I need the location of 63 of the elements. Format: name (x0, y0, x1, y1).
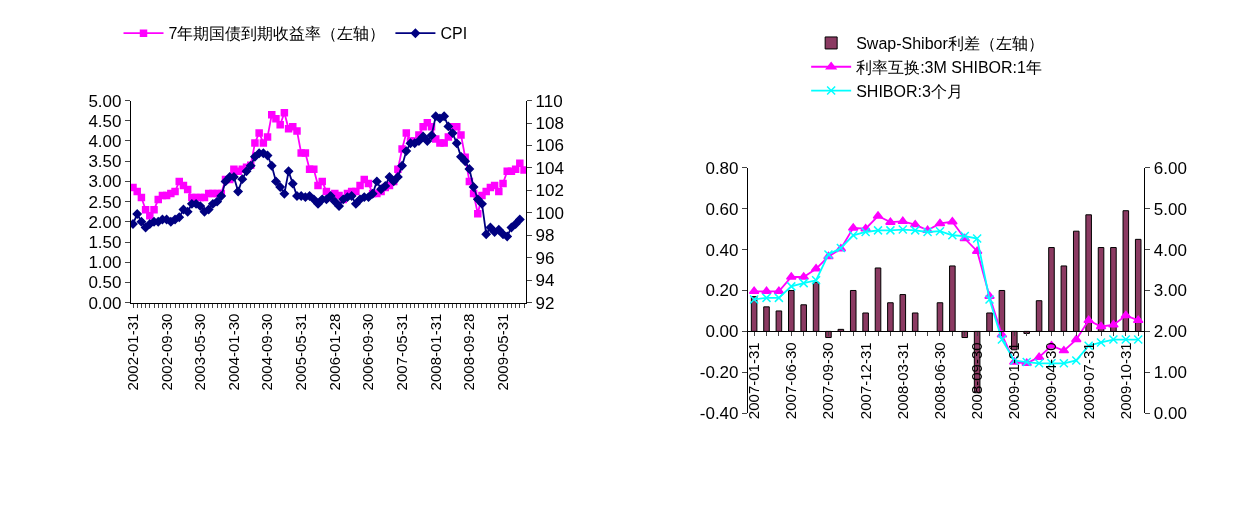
x-tick-label: 2007-09-30 (819, 342, 837, 420)
legend-label: SHIBOR:3个月 (856, 82, 963, 100)
y-tick-label: 3.00 (88, 172, 122, 192)
y-tick-label: 0.60 (705, 199, 739, 219)
y2-tick-label: 102 (535, 181, 564, 201)
x-tick-label: 2007-12-31 (856, 342, 874, 420)
x-tick-label: 2004-09-30 (258, 313, 276, 391)
x-tick-label: 2007-01-31 (745, 342, 762, 420)
x-tick-label: 2006-01-28 (325, 313, 343, 391)
x-tick-label: 2007-05-31 (392, 313, 410, 391)
y2-tick-label: 4.00 (1153, 240, 1187, 260)
x-tick-label: 2009-07-31 (1079, 342, 1097, 420)
y2-tick-label: 1.00 (1153, 363, 1187, 383)
legend-label: CPI (440, 25, 468, 43)
y-tick-label: -0.40 (699, 404, 739, 424)
x-tick-label: 2009-01-31 (1005, 342, 1023, 420)
y2-tick-label: 0.00 (1153, 404, 1187, 424)
y-tick-label: 2.50 (88, 192, 122, 212)
y2-tick-label: 104 (535, 158, 564, 178)
y2-tick-label: 106 (535, 136, 564, 156)
x-tick-label: 2009-10-31 (1116, 342, 1134, 420)
x-tick-label: 2008-09-30 (968, 342, 986, 420)
y-tick-label: 4.00 (88, 131, 122, 151)
y-tick-label: 5.00 (88, 91, 122, 111)
y2-tick-label: 3.00 (1153, 281, 1187, 301)
y-tick-label: 0.20 (705, 281, 739, 301)
y2-tick-label: 108 (535, 113, 564, 133)
x-tick-label: 2002-01-31 (123, 313, 141, 391)
y-tick-label: -0.20 (699, 363, 739, 383)
x-tick-label: 2009-04-30 (1042, 342, 1060, 420)
x-tick-label: 2007-06-30 (782, 342, 800, 420)
y2-tick-label: 2.00 (1153, 322, 1187, 342)
y-tick-label: 0.00 (88, 293, 122, 313)
x-tick-label: 2004-01-30 (224, 313, 242, 391)
x-tick-label: 2003-05-30 (191, 313, 209, 391)
legend-label: Swap-Shibor利差（左轴） (856, 35, 1044, 53)
x-tick-label: 2008-09-28 (460, 313, 478, 391)
x-tick-label: 2005-05-31 (292, 313, 310, 391)
x-tick-label: 2008-03-31 (893, 342, 911, 420)
x-tick-label: 2008-01-31 (426, 313, 444, 391)
y2-tick-label: 92 (535, 293, 555, 313)
y-tick-label: 0.40 (705, 240, 739, 260)
y-tick-label: 1.00 (88, 253, 122, 273)
legend-label: 7年期国债到期收益率（左轴） (168, 25, 386, 43)
y-tick-label: 3.50 (88, 152, 122, 172)
y-tick-label: 0.80 (705, 158, 739, 178)
y2-tick-label: 6.00 (1153, 158, 1187, 178)
y-tick-label: 0.00 (705, 322, 739, 342)
y2-tick-label: 100 (535, 203, 564, 223)
y2-tick-label: 5.00 (1153, 199, 1187, 219)
y-tick-label: 0.50 (88, 273, 122, 293)
y2-tick-label: 96 (535, 248, 555, 268)
y2-tick-label: 110 (535, 91, 563, 111)
x-tick-label: 2009-05-31 (493, 313, 511, 391)
y-tick-label: 2.00 (88, 212, 122, 232)
y2-tick-label: 98 (535, 226, 555, 246)
y-tick-label: 4.50 (88, 111, 122, 131)
y-tick-label: 1.50 (88, 232, 122, 252)
x-tick-label: 2006-09-30 (359, 313, 377, 391)
y2-tick-label: 94 (535, 271, 555, 291)
legend-label: 利率互换:3M SHIBOR:1年 (856, 58, 1042, 76)
x-tick-label: 2008-06-30 (930, 342, 948, 420)
x-tick-label: 2002-09-30 (157, 313, 175, 391)
